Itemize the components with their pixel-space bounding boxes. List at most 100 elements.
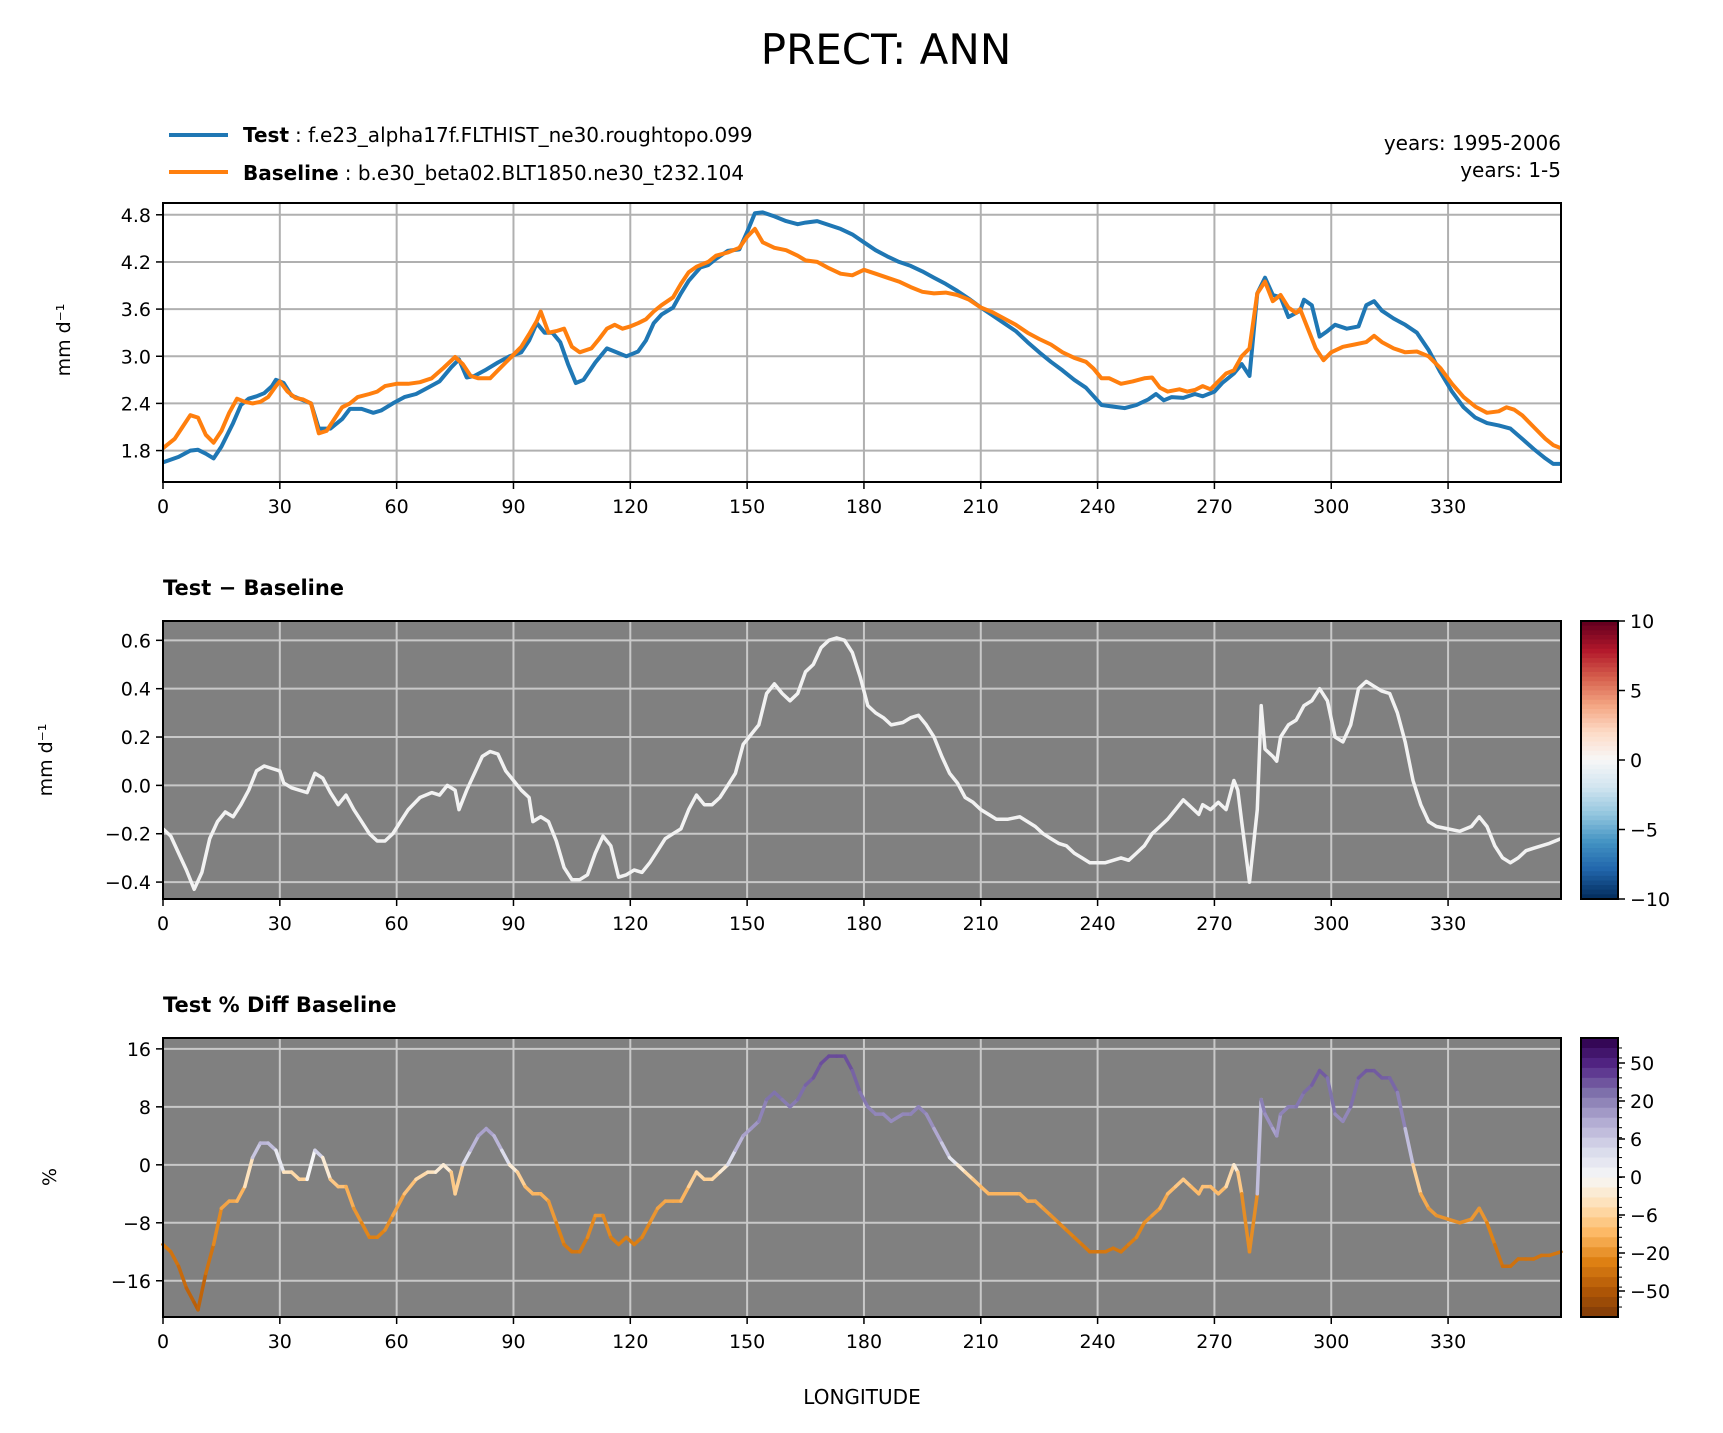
panel-diff-colorbar-color-band	[1581, 838, 1618, 844]
x-axis-label: LONGITUDE	[803, 1385, 920, 1409]
panel-pct-percent-line-segment	[1493, 1242, 1505, 1269]
panel-pct-colorbar-color-band	[1581, 1267, 1618, 1278]
panel-diff-colorbar-color-band	[1581, 662, 1618, 668]
panel-pct-percent-line-segment	[184, 1286, 196, 1305]
panel-pct-percent-line-segment	[1411, 1163, 1423, 1196]
panel-pct-percent-line-segment	[219, 1199, 231, 1211]
panel-pct-colorbar-color-band	[1581, 1167, 1618, 1179]
panel-pct-percent-line-segment	[811, 1061, 823, 1080]
panel-mean-xtick-label: 330	[1430, 496, 1466, 518]
panel-pct-percent-line-segment	[632, 1235, 644, 1247]
legend-baseline-name: : b.e30_beta02.BLT1850.ne30_t232.104	[345, 161, 744, 185]
panel-pct-percent-line-segment	[1469, 1206, 1481, 1221]
panel-pct-colorbar-color-band	[1581, 1127, 1618, 1139]
panel-diff-ytick-label: 0.6	[121, 630, 151, 652]
panel-diff-ytick-label: 0.0	[121, 775, 151, 797]
panel-pct-percent-line-segment	[741, 1126, 753, 1138]
panel-pct-percent-line-segment	[507, 1163, 520, 1174]
panel-pct-colorbar-color-band	[1581, 1117, 1618, 1129]
panel-diff-colorbar-color-band	[1581, 806, 1618, 812]
panel-pct-percent-line-segment	[402, 1177, 418, 1196]
panel-diff-colorbar-color-band	[1581, 792, 1618, 798]
panel-pct-ytick-label: −16	[111, 1271, 151, 1293]
legend-test-label: Test	[243, 123, 289, 147]
panel-diff-colorbar-color-band	[1581, 834, 1618, 840]
panel-mean-frame	[162, 202, 1562, 483]
panel-pct-percent-line-segment	[554, 1221, 566, 1247]
panel-pct-percent-line-segment	[866, 1105, 878, 1116]
panel-pct-colorbar-color-band	[1581, 1187, 1618, 1199]
figure-title: PRECT: ANN	[761, 25, 1011, 74]
panel-pct-percent-line-segment	[932, 1126, 944, 1145]
panel-pct-colorbar-color-band	[1581, 1277, 1618, 1288]
panel-pct-xtick-label: 30	[268, 1331, 292, 1353]
panel-pct-percent-line-segment	[1072, 1235, 1084, 1247]
panel-pct-percent-line-segment	[1158, 1192, 1170, 1211]
panel-pct-percent-line-segment	[1485, 1221, 1497, 1247]
panel-pct-colorbar-tick-label: 50	[1630, 1053, 1654, 1075]
legend-baseline-entry: Baseline: b.e30_beta02.BLT1850.ne30_t232…	[243, 161, 744, 185]
panel-diff-colorbar-color-band	[1581, 861, 1618, 868]
panel-pct-percent-line-segment	[1239, 1192, 1252, 1254]
panel-mean-plot-area	[163, 203, 1561, 482]
panel-diff-colorbar-color-band	[1581, 736, 1618, 743]
panel-diff-colorbar-color-band	[1581, 848, 1618, 854]
panel-pct-percent-line-segment	[963, 1170, 975, 1182]
panel-pct-percent-line-segment	[1150, 1206, 1162, 1218]
panel-pct-percent-line-segment	[940, 1141, 952, 1160]
panel-pct-percent-line-segment	[955, 1163, 967, 1174]
panel-pct-xtick-label: 0	[157, 1331, 169, 1353]
panel-pct-colorbar: 50 20 6 0 −6 −20 −50	[1580, 1037, 1670, 1318]
panel-pct-percent-line-segment	[733, 1134, 745, 1153]
panel-pct-percent-line-segment	[1033, 1199, 1045, 1211]
panel-pct-xtick-label: 180	[846, 1331, 882, 1353]
panel-pct-colorbar-color-band	[1581, 1237, 1618, 1248]
panel-pct-percent-line-segment	[1126, 1235, 1139, 1247]
panel-pct-axes: 0 30 60 90 120 150 180 210 240 270 300 330 −16 −8 0 8 16	[111, 1037, 1563, 1353]
panel-pct-percent-line-segment	[725, 1148, 738, 1167]
panel-diff-colorbar-color-band	[1581, 810, 1618, 817]
panel-pct-percent-line-segment	[289, 1170, 302, 1182]
panel-pct-percent-line-segment	[710, 1170, 722, 1182]
panel-pct-percent-line-segment	[441, 1163, 453, 1174]
panel-pct-percent-line-segment	[250, 1141, 263, 1160]
panel-diff-colorbar-color-band	[1581, 778, 1618, 784]
panel-pct-percent-line-segment	[243, 1155, 255, 1189]
panel-pct-xtick-label: 60	[385, 1331, 409, 1353]
panel-pct-percent-line-segment	[1341, 1105, 1353, 1124]
panel-mean-ytick-label: 3.6	[121, 299, 151, 321]
panel-pct-colorbar-color-band	[1581, 1147, 1618, 1159]
panel-pct-percent-line-segment	[274, 1148, 286, 1174]
panel-mean-ytick-label: 4.8	[121, 205, 151, 227]
panel-diff-ylabel: mm d⁻¹	[35, 724, 57, 797]
panel-pct-percent-line-segment	[313, 1148, 325, 1160]
panel-diff-colorbar-color-band	[1581, 732, 1618, 738]
panel-pct-colorbar-color-band	[1581, 1227, 1618, 1238]
panel-diff-colorbar-color-band	[1581, 746, 1618, 752]
panel-pct-percent-line-segment	[196, 1271, 208, 1312]
panel-pct-percent-line-segment	[383, 1213, 395, 1232]
panel-pct-colorbar-tick-label: 20	[1630, 1091, 1654, 1113]
panel-pct-percent-line-segment	[947, 1155, 960, 1167]
panel-diff-colorbar-color-band	[1581, 713, 1618, 719]
panel-diff-colorbar-color-band	[1581, 801, 1618, 807]
panel-pct-percent-line-segment	[624, 1235, 636, 1247]
panel-pct-percent-line-segment	[1259, 1097, 1267, 1116]
panel-pct-percent-line-segment	[1356, 1068, 1369, 1080]
panel-pct-percent-line-segment	[1134, 1221, 1147, 1240]
panel-pct-xtick-label: 300	[1313, 1331, 1349, 1353]
panel-diff-colorbar-color-band	[1581, 648, 1618, 655]
panel-diff-colorbar-color-band	[1581, 671, 1618, 678]
panel-diff-colorbar-color-band	[1581, 634, 1618, 641]
panel-mean-xtick-label: 300	[1313, 496, 1349, 518]
panel-mean: 0 30 60 90 120 150 180 210 240 270 300 330 1.8 2.4 3.0…	[53, 202, 1562, 518]
panel-pct-percent-line-segment	[161, 1242, 173, 1254]
panel-pct-percent-line-segment	[1310, 1068, 1322, 1087]
panel-pct-percent-line-segment	[1387, 1076, 1400, 1095]
panel-diff-colorbar-color-band	[1581, 783, 1618, 789]
panel-pct-percent-line-segment	[375, 1228, 387, 1240]
panel-mean-axes: 0 30 60 90 120 150 180 210 240 270 300 330 1.8 2.4 3.0…	[121, 202, 1562, 518]
panel-mean-xtick-label: 180	[846, 496, 882, 518]
panel-diff-colorbar-color-band	[1581, 815, 1618, 821]
panel-diff-colorbar-color-band	[1581, 644, 1618, 650]
